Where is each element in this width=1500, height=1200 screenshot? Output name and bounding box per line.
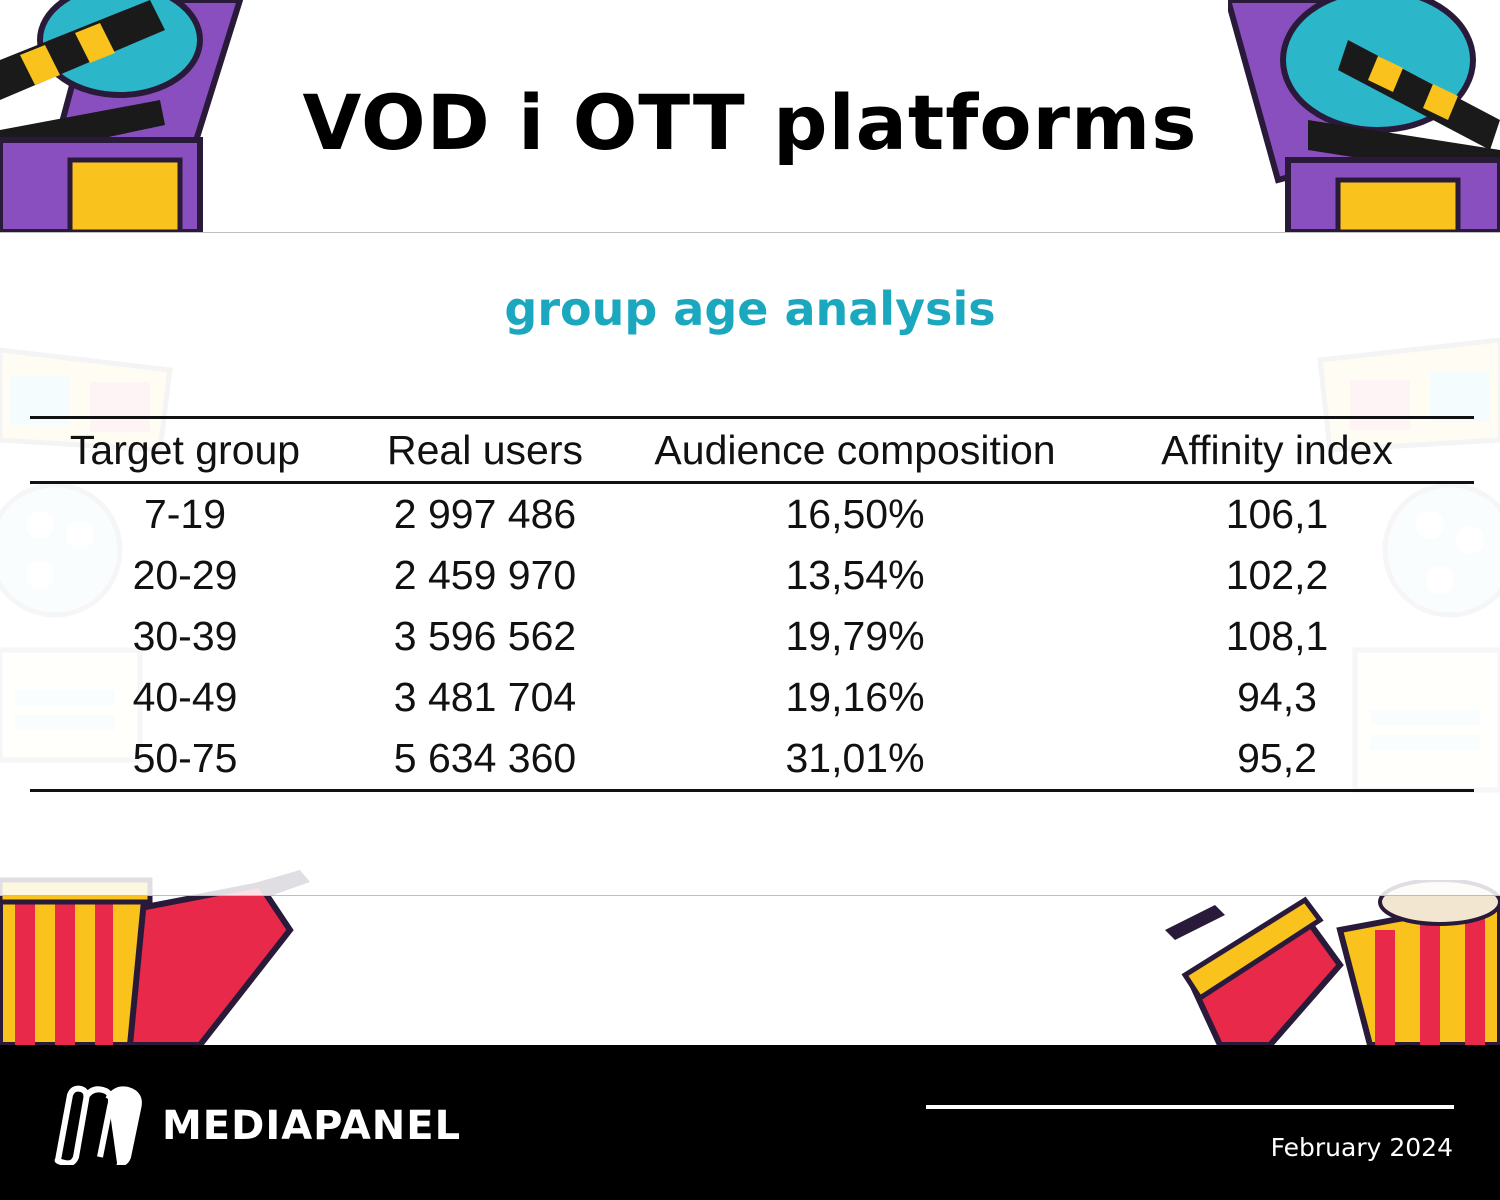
content-panel (0, 232, 1500, 896)
footer-divider (926, 1105, 1454, 1109)
table-body: 7-19 2 997 486 16,50% 106,1 20-29 2 459 970 13… (30, 483, 1474, 791)
table-cell: 94,3 (1237, 674, 1317, 720)
page-title: VOD i OTT platforms (302, 78, 1198, 167)
data-table: Target group Real users Audience composi… (30, 416, 1474, 792)
table-cell: 7-19 (143, 491, 227, 537)
column-header: Target group (69, 426, 301, 473)
popcorn-bucket-icon (0, 870, 310, 1045)
film-clapperboard-icon (0, 0, 244, 232)
table-cell: 40-49 (132, 674, 238, 720)
table-cell: 19,16% (785, 674, 925, 720)
column-header: Real users (387, 426, 583, 473)
table-header-row: Target group Real users Audience composi… (30, 417, 1474, 483)
table-row: 20-29 2 459 970 13,54% 102,2 (30, 545, 1474, 606)
page-subtitle: group age analysis (504, 282, 996, 336)
table-cell: 102,2 (1225, 552, 1329, 598)
table-cell: 30-39 (132, 613, 238, 659)
table-cell: 5 634 360 (393, 735, 577, 781)
table-cell: 2 459 970 (393, 552, 577, 598)
table-cell: 50-75 (132, 735, 238, 781)
table-cell: 20-29 (132, 552, 238, 598)
report-date: February 2024 (1270, 1133, 1453, 1162)
table-cell: 106,1 (1225, 491, 1329, 537)
footer: MEDIAPANEL February 2024 (0, 1045, 1500, 1200)
table-row: 40-49 3 481 704 19,16% 94,3 (30, 667, 1474, 728)
table-cell: 108,1 (1225, 613, 1329, 659)
column-header: Audience composition (654, 426, 1056, 473)
table-row: 50-75 5 634 360 31,01% 95,2 (30, 728, 1474, 791)
table-cell: 3 481 704 (393, 674, 577, 720)
soda-cup-icon (1165, 880, 1500, 1045)
column-header: Affinity index (1161, 426, 1393, 473)
table-row: 30-39 3 596 562 19,79% 108,1 (30, 606, 1474, 667)
film-clapperboard-icon (1228, 0, 1500, 232)
table-cell: 2 997 486 (393, 491, 577, 537)
mediapanel-logo-icon (54, 1085, 142, 1165)
table-cell: 95,2 (1237, 735, 1317, 781)
table-row: 7-19 2 997 486 16,50% 106,1 (30, 483, 1474, 546)
table-cell: 31,01% (785, 735, 925, 781)
table-cell: 3 596 562 (393, 613, 577, 659)
table-cell: 19,79% (785, 613, 925, 659)
brand-name: MEDIAPANEL (162, 1103, 462, 1149)
table-cell: 13,54% (785, 552, 925, 598)
table-cell: 16,50% (785, 491, 925, 537)
